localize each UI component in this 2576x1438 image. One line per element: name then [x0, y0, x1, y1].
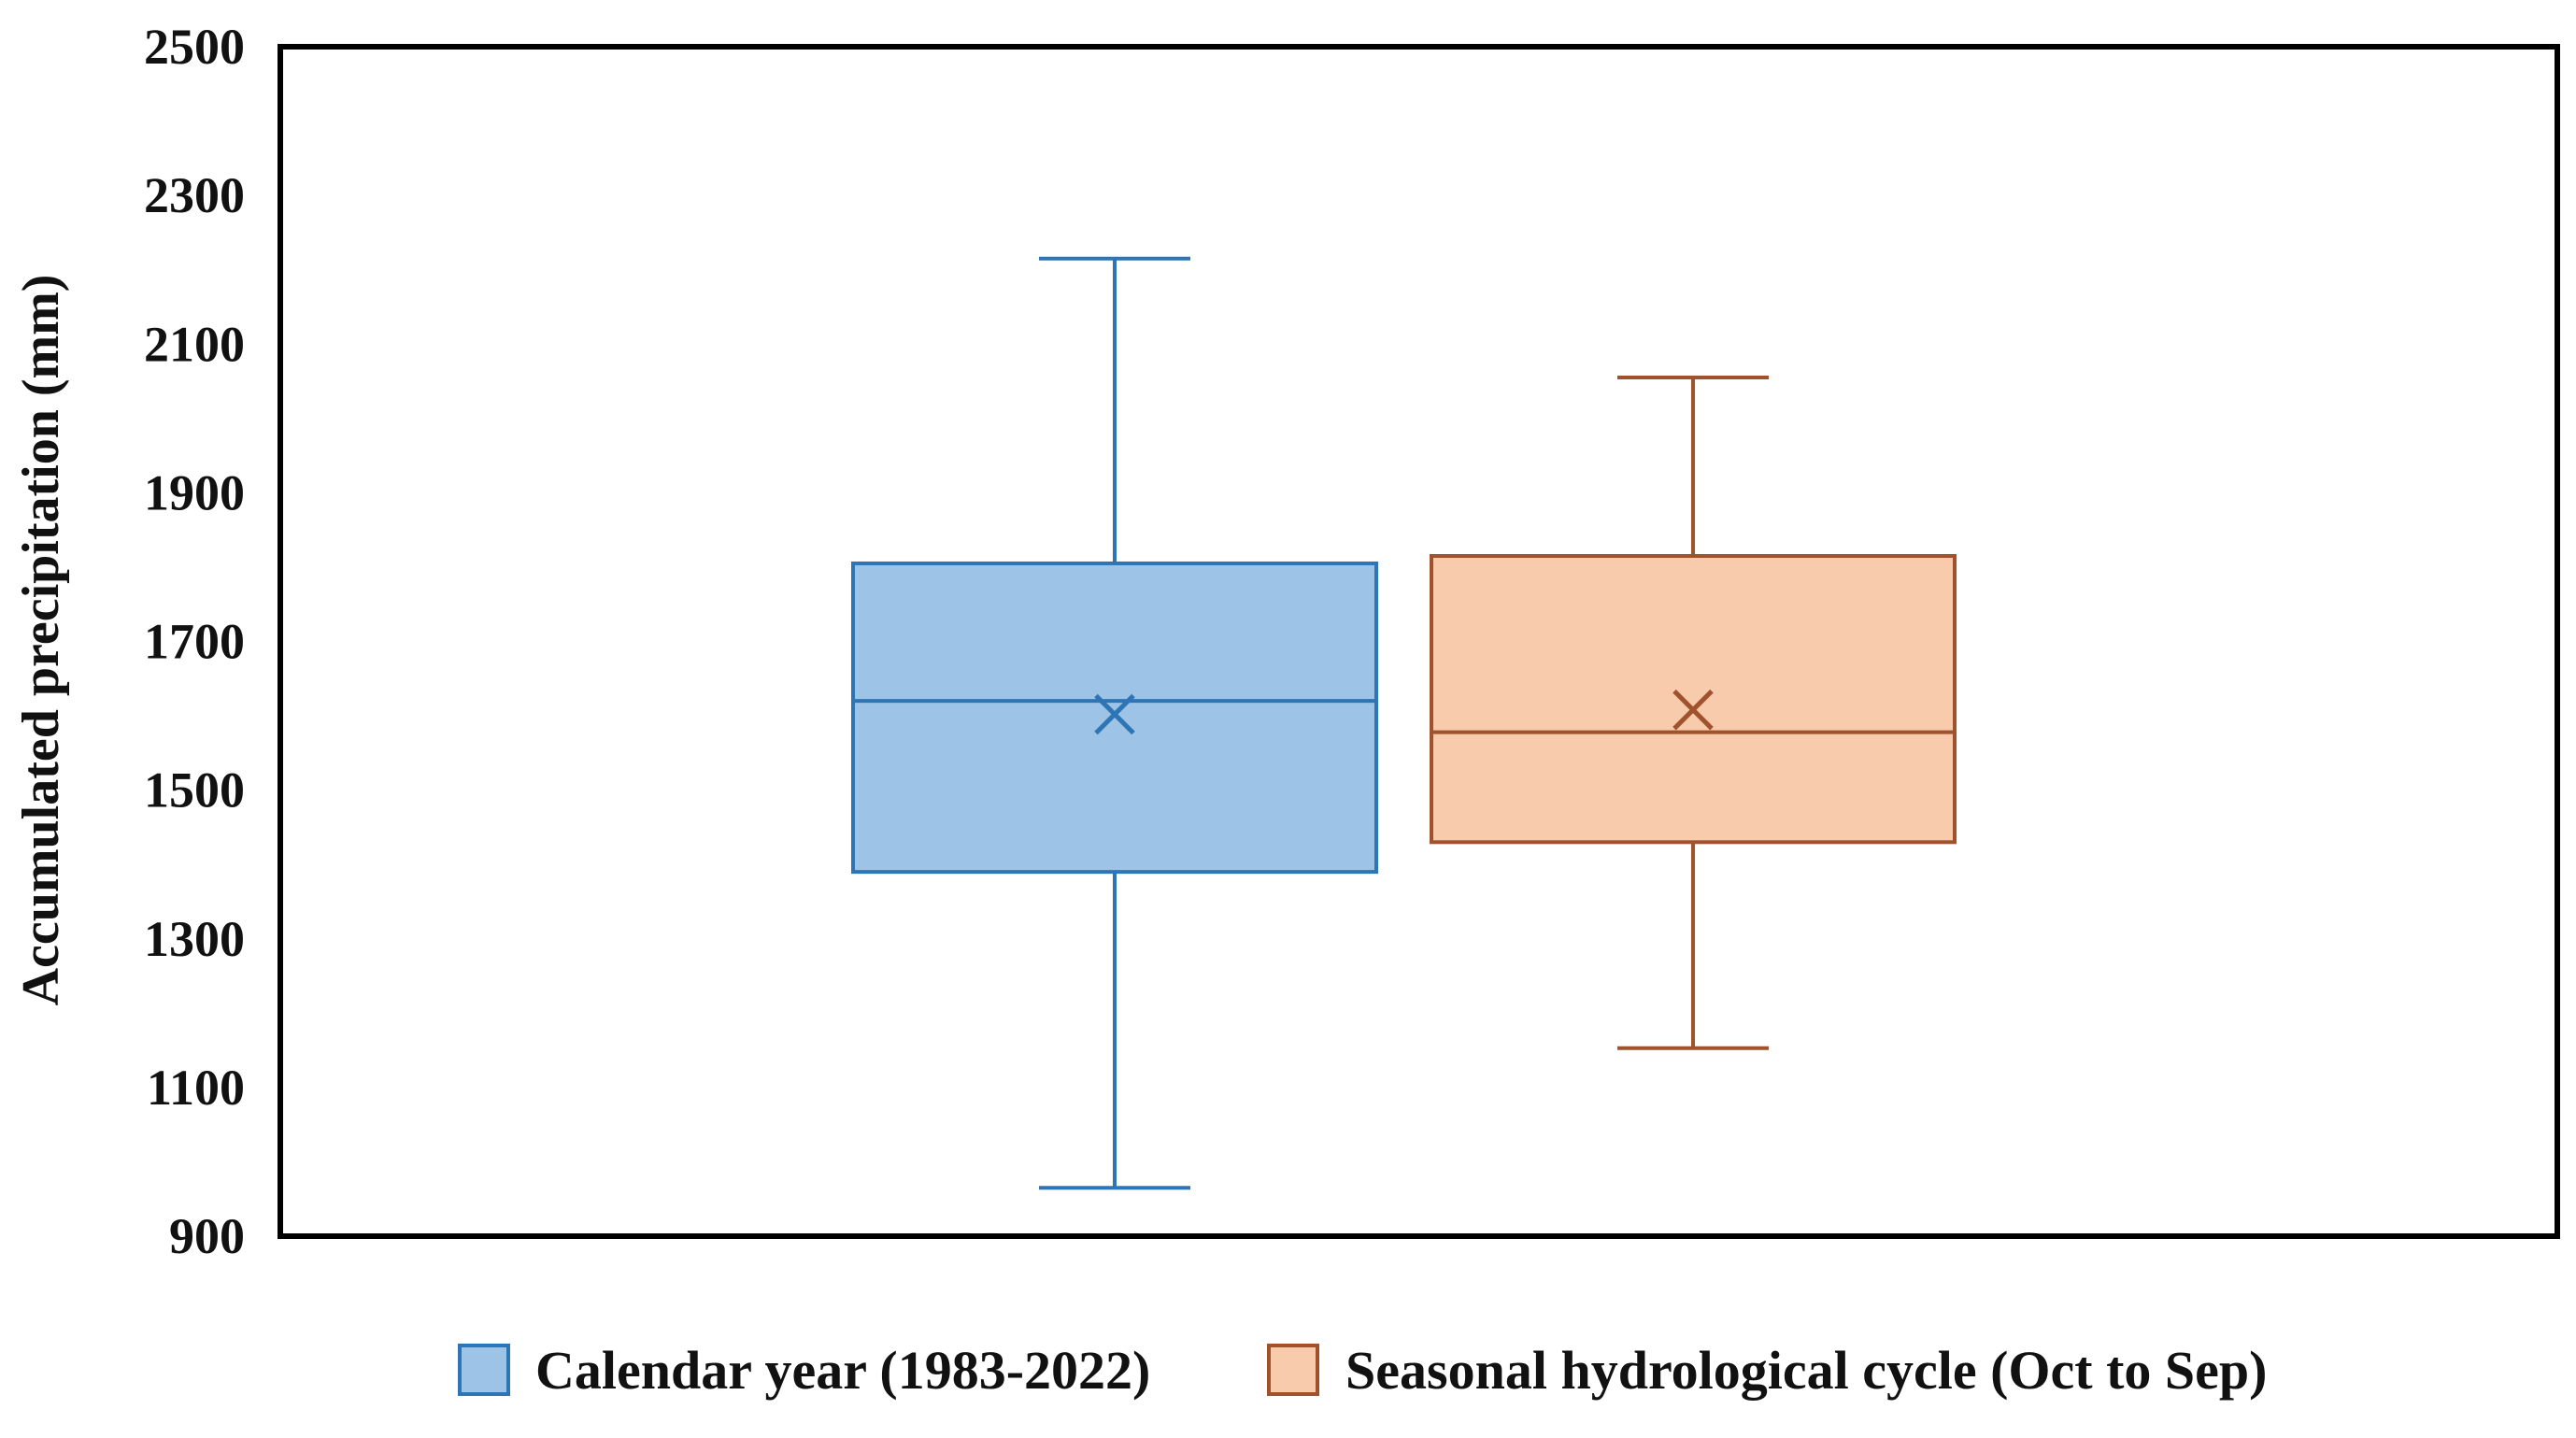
y-axis-title: Accumulated precipitation (mm) — [12, 275, 70, 1006]
plot-area — [278, 44, 2560, 1239]
legend: Calendar year (1983-2022) Seasonal hydrol… — [458, 1340, 2267, 1401]
y-tick-label: 1500 — [144, 762, 245, 819]
mean-marker — [1672, 689, 1714, 731]
y-tick-label: 2300 — [144, 167, 245, 223]
plot-frame — [278, 44, 2560, 1239]
mean-marker — [1094, 693, 1135, 735]
y-tick-label: 2100 — [144, 316, 245, 372]
y-axis: 900 1100 1300 1500 1700 1900 2100 2300 2500 — [144, 19, 245, 1264]
y-tick-label: 1900 — [144, 464, 245, 520]
iqr-box — [851, 561, 1378, 875]
legend-swatch — [458, 1344, 510, 1396]
legend-item-2: Seasonal hydrological cycle (Oct to Sep) — [1267, 1340, 2267, 1401]
y-tick-label: 2500 — [144, 19, 245, 75]
y-tick-label: 1300 — [144, 911, 245, 967]
y-tick-label: 1700 — [144, 614, 245, 670]
y-tick-label: 900 — [169, 1208, 245, 1264]
legend-item-1: Calendar year (1983-2022) — [458, 1340, 1150, 1401]
box-series-2 — [1430, 376, 1957, 1050]
y-tick-label: 1100 — [147, 1060, 245, 1116]
legend-label: Calendar year (1983-2022) — [535, 1340, 1150, 1401]
legend-swatch — [1267, 1344, 1319, 1396]
box-series-1 — [851, 256, 1378, 1190]
iqr-box — [1430, 554, 1957, 845]
legend-label: Seasonal hydrological cycle (Oct to Sep) — [1345, 1340, 2267, 1401]
